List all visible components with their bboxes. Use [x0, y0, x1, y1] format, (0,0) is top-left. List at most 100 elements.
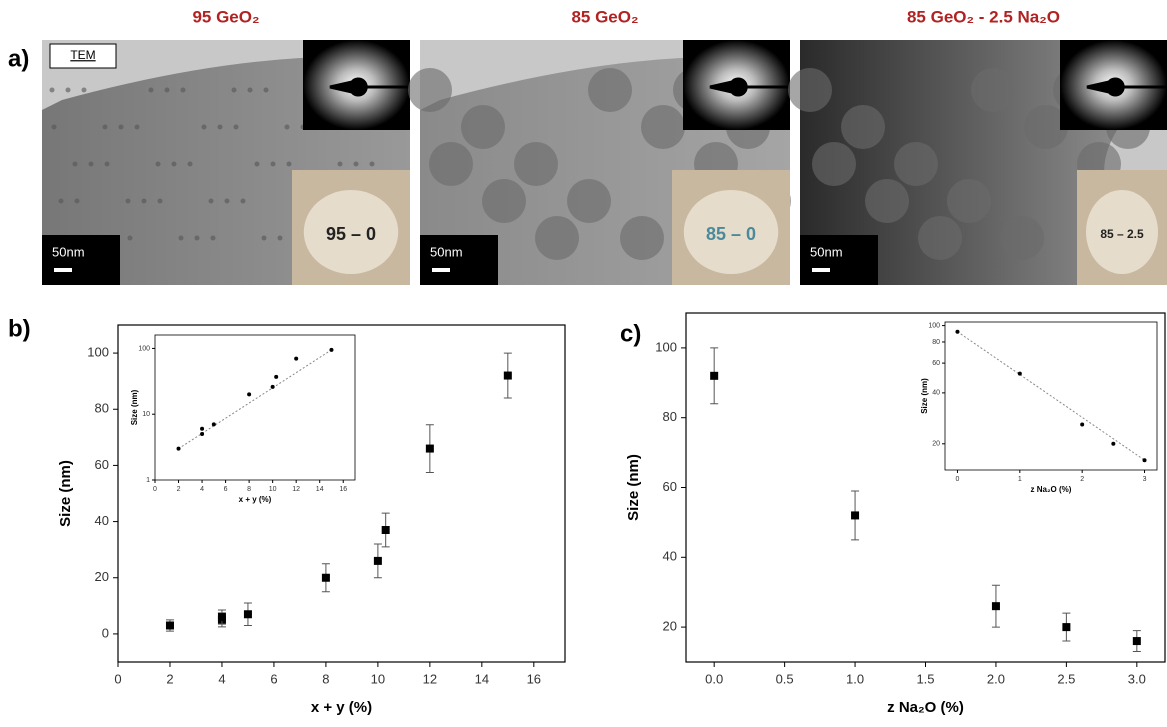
beam-stop: [1086, 77, 1167, 97]
x-tick-label: 12: [423, 671, 437, 686]
sample-glass: [683, 190, 779, 274]
particle: [894, 142, 938, 186]
point: [503, 371, 512, 380]
particle: [102, 124, 108, 130]
scale-box: [42, 235, 120, 285]
particle: [88, 161, 94, 167]
panel-label: c): [620, 320, 641, 347]
y-tick-label: 40: [95, 513, 109, 528]
x-tick-label: 6: [270, 671, 277, 686]
particle: [353, 161, 359, 167]
particle: [369, 161, 375, 167]
y-tick-label: 40: [932, 390, 940, 397]
particle: [125, 198, 131, 204]
particle: [104, 161, 110, 167]
y-tick-label: 80: [663, 409, 677, 424]
particle: [240, 198, 246, 204]
particle: [118, 124, 124, 130]
point: [217, 613, 226, 622]
x-tick-label: 4: [218, 671, 225, 686]
particle: [81, 87, 87, 93]
point: [247, 392, 252, 397]
particle: [641, 105, 685, 149]
particle: [155, 161, 161, 167]
particle: [217, 124, 223, 130]
image-title: 85 GeO₂ - 2.5 Na₂O: [907, 7, 1060, 26]
y-tick-label: 100: [928, 322, 940, 329]
point: [1111, 441, 1116, 446]
y-tick-label: 20: [932, 441, 940, 448]
particle: [180, 87, 186, 93]
x-tick-label: 0: [153, 486, 157, 493]
scale-box: [420, 235, 498, 285]
point: [176, 446, 181, 451]
particle: [51, 124, 57, 130]
y-tick-label: 80: [95, 401, 109, 416]
point: [211, 422, 216, 427]
x-axis-label: z Na₂O (%): [887, 699, 964, 716]
y-axis-label: Size (nm): [57, 460, 74, 527]
x-tick-label: 2: [166, 671, 173, 686]
particle: [171, 161, 177, 167]
particle: [429, 142, 473, 186]
particle: [247, 87, 253, 93]
particle: [134, 124, 140, 130]
particle: [201, 124, 207, 130]
particle: [164, 87, 170, 93]
tem-label: TEM: [70, 48, 95, 62]
x-tick-label: 1.5: [916, 671, 934, 686]
particle: [208, 198, 214, 204]
particle: [210, 235, 216, 241]
point: [329, 347, 334, 352]
y-tick-label: 20: [95, 569, 109, 584]
y-tick-label: 100: [138, 345, 150, 352]
point: [294, 356, 299, 361]
particle: [971, 68, 1015, 112]
x-tick-label: 2.0: [987, 671, 1005, 686]
particle: [788, 68, 832, 112]
x-tick-label: 8: [247, 486, 251, 493]
tem-box: [49, 43, 117, 69]
image-title: 95 GeO₂: [192, 7, 259, 26]
point: [425, 444, 434, 453]
inset-frame: [154, 334, 356, 481]
x-tick-label: 16: [527, 671, 541, 686]
y-axis-label: Size (nm): [920, 378, 929, 414]
point: [1017, 371, 1022, 376]
point: [200, 426, 205, 431]
particle: [233, 124, 239, 130]
x-tick-label: 14: [475, 671, 489, 686]
x-tick-label: 0: [956, 476, 960, 483]
particle: [263, 87, 269, 93]
particle: [127, 235, 133, 241]
particle: [178, 235, 184, 241]
scale-bar-label: 50nm: [430, 244, 463, 259]
point: [270, 384, 275, 389]
particle: [277, 235, 283, 241]
trend-line: [957, 331, 1145, 461]
particle: [65, 87, 71, 93]
y-tick-label: 60: [932, 360, 940, 367]
particle: [49, 87, 55, 93]
x-tick-label: 10: [371, 671, 385, 686]
y-axis-label: Size (nm): [625, 454, 642, 521]
particle: [865, 179, 909, 223]
particle: [812, 142, 856, 186]
x-axis-label: x + y (%): [311, 699, 372, 716]
point: [165, 621, 174, 630]
sample-label: 95 – 0: [326, 224, 376, 244]
x-tick-label: 1.0: [846, 671, 864, 686]
point: [1142, 458, 1147, 463]
x-tick-label: 3: [1143, 476, 1147, 483]
particle: [157, 198, 163, 204]
particle: [588, 68, 632, 112]
y-tick-label: 10: [142, 411, 150, 418]
y-tick-label: 40: [663, 549, 677, 564]
particle: [231, 87, 237, 93]
y-tick-label: 100: [655, 339, 677, 354]
point: [274, 374, 279, 379]
scale-bar: [812, 268, 830, 272]
x-tick-label: 2.5: [1057, 671, 1075, 686]
y-tick-label: 60: [95, 457, 109, 472]
